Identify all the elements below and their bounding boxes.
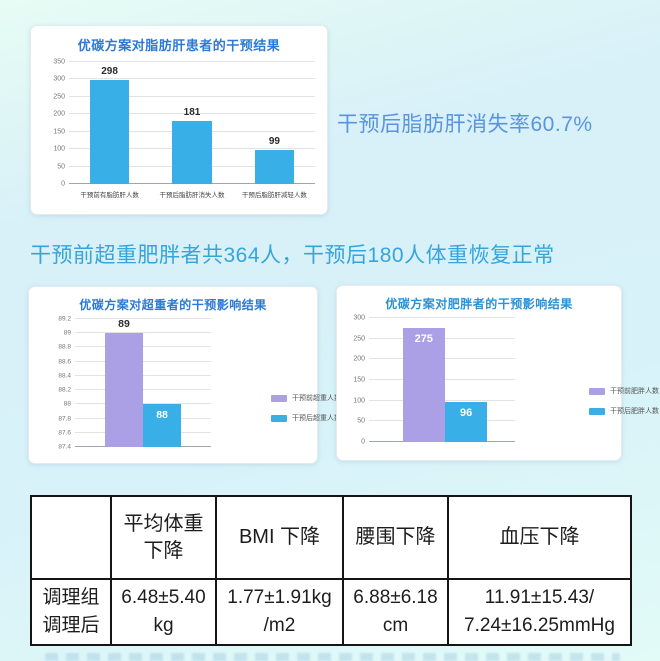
gridline xyxy=(69,61,315,62)
y-tick-label: 50 xyxy=(357,417,365,425)
y-tick-label: 88.4 xyxy=(58,372,71,380)
gridline xyxy=(75,332,211,334)
cell-avg-weight-loss: 6.48±5.40 kg xyxy=(110,578,217,646)
header-bp-loss: 血压下降 xyxy=(447,495,632,580)
bar xyxy=(104,333,143,447)
bar xyxy=(89,80,130,184)
legend-label: 干预后肥胖人数 xyxy=(610,408,659,415)
y-tick-label: 200 xyxy=(53,110,65,118)
gridline xyxy=(75,360,211,362)
bar xyxy=(402,328,445,442)
legend-item: 干预后超重人数 xyxy=(271,413,341,423)
y-tick-label: 150 xyxy=(353,376,365,384)
y-tick-label: 100 xyxy=(53,145,65,153)
gridline xyxy=(69,113,315,115)
legend-swatch xyxy=(271,414,287,422)
bar-value-label: 89 xyxy=(118,318,130,331)
gridline xyxy=(69,95,315,97)
y-tick-label: 87.8 xyxy=(58,415,71,423)
y-tick-label: 100 xyxy=(353,397,365,405)
bar xyxy=(254,149,295,184)
y-tick-label: 0 xyxy=(361,438,365,446)
chart-title: 优碳方案对超重者的干预影响结果 xyxy=(79,298,267,312)
y-tick-label: 250 xyxy=(53,93,65,101)
legend: 干预前肥胖人数 干预后肥胖人数 xyxy=(589,386,659,416)
fatty-liver-bar-plot: 0 50 100 150 200 250 300 350 298 干预前有脂肪肝人数 181 干预后脂… xyxy=(53,59,315,199)
overweight-chart-card: 优碳方案对超重者的干预影响结果 87.4 87.6 87.8 88 88.2 88.4 88… xyxy=(28,286,341,464)
weight-recovery-heading: 干预前超重肥胖者共364人，干预后180人体重恢复正常 xyxy=(30,244,555,267)
bar-value-label: 275 xyxy=(414,333,433,346)
header-bmi-loss: BMI 下降 xyxy=(215,495,344,580)
table-header-row: 平均体重 下降 BMI 下降 腰围下降 血压下降 xyxy=(30,495,632,580)
legend-swatch xyxy=(271,394,287,402)
obese-bar-plot: 0 50 100 150 200 250 300 275 96 干预前肥胖人数 干预后肥胖人数 xyxy=(353,315,659,446)
results-table: 平均体重 下降 BMI 下降 腰围下降 血压下降 调理组 调理后 6.48±5.… xyxy=(30,495,632,646)
fatty-liver-disappearance-note: 干预后脂肪肝消失率60.7% xyxy=(337,113,593,136)
gridline xyxy=(75,389,211,391)
y-tick-label: 150 xyxy=(53,128,65,136)
legend: 干预前超重人数 干预后超重人数 xyxy=(271,393,341,423)
y-tick-label: 87.4 xyxy=(58,443,71,451)
bar-value-label: 298 xyxy=(101,66,118,78)
gridline xyxy=(75,346,211,348)
y-tick-label: 350 xyxy=(53,58,65,66)
y-tick-label: 88.2 xyxy=(58,386,71,394)
bar-value-label: 96 xyxy=(459,407,473,420)
y-tick-label: 88.6 xyxy=(58,358,71,366)
chart-title: 优碳方案对肥胖者的干预影响结果 xyxy=(385,297,573,311)
y-tick-label: 300 xyxy=(53,75,65,83)
y-tick-label: 300 xyxy=(353,314,365,322)
y-tick-label: 50 xyxy=(57,163,65,171)
header-waist-loss: 腰围下降 xyxy=(342,495,449,580)
gridline xyxy=(369,317,515,318)
bar xyxy=(143,404,182,447)
legend-label: 干预前肥胖人数 xyxy=(610,388,659,395)
cell-bmi-loss: 1.77±1.91kg /m2 xyxy=(215,578,344,646)
bar xyxy=(172,120,212,184)
y-tick-label: 88 xyxy=(63,400,71,408)
legend-item: 干预后肥胖人数 xyxy=(589,406,659,416)
legend-swatch xyxy=(589,407,605,415)
legend-item: 干预前超重人数 xyxy=(271,393,341,403)
gridline xyxy=(75,403,211,405)
cell-waist-loss: 6.88±6.18 cm xyxy=(342,578,449,646)
bar-value-label: 99 xyxy=(268,135,280,147)
cell-group: 调理组 调理后 xyxy=(30,578,112,646)
bar-value-label: 181 xyxy=(183,106,201,118)
y-tick-label: 0 xyxy=(61,180,65,188)
header-avg-weight-loss: 平均体重 下降 xyxy=(110,495,217,580)
table-row: 调理组 调理后 6.48±5.40 kg 1.77±1.91kg /m2 6.8… xyxy=(30,578,632,646)
obese-chart-card: 优碳方案对肥胖者的干预影响结果 0 50 100 150 200 250 300 275 96 干… xyxy=(336,285,659,461)
legend-label: 干预前超重人数 xyxy=(292,395,341,402)
gridline xyxy=(75,374,211,376)
bar-value-label: 88 xyxy=(156,409,168,422)
y-tick-label: 87.6 xyxy=(58,429,71,437)
bar xyxy=(444,402,488,442)
fatty-liver-chart-card: 优碳方案对脂肪肝患者的干预结果 0 50 100 150 200 250 300 350 298… xyxy=(30,25,328,215)
y-tick-label: 88.8 xyxy=(58,343,71,351)
gridline xyxy=(69,78,315,80)
header-empty xyxy=(30,495,112,580)
legend-item: 干预前肥胖人数 xyxy=(589,386,659,396)
bottom-cutoff-text xyxy=(45,653,620,661)
y-tick-label: 200 xyxy=(353,355,365,363)
x-category-label: 干预后脂肪肝减轻人数 xyxy=(241,192,307,199)
legend-swatch xyxy=(589,387,605,395)
x-category-label: 干预前有脂肪肝人数 xyxy=(80,192,139,199)
x-category-label: 干预后脂肪肝消失人数 xyxy=(159,192,225,199)
y-tick-label: 250 xyxy=(353,335,365,343)
chart-title: 优碳方案对脂肪肝患者的干预结果 xyxy=(77,38,281,53)
y-tick-label: 89.2 xyxy=(58,315,71,323)
gridline xyxy=(75,318,211,319)
cell-bp-loss: 11.91±15.43/ 7.24±16.25mmHg xyxy=(447,578,632,646)
legend-label: 干预后超重人数 xyxy=(292,415,341,422)
overweight-bar-plot: 87.4 87.6 87.8 88 88.2 88.4 88.6 88.8 89 89.2 89 88… xyxy=(58,316,341,451)
y-tick-label: 89 xyxy=(63,329,71,337)
